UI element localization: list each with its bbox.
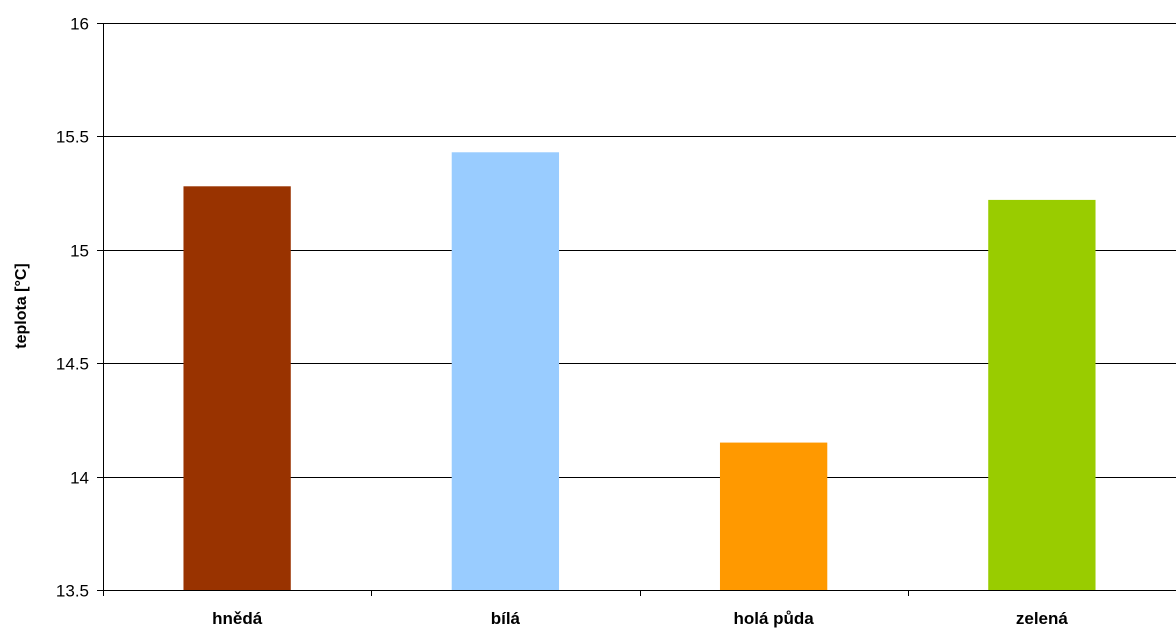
bar (988, 199, 1096, 591)
y-tick-label: 13.5 (56, 582, 89, 601)
x-category-labels: hnědá bílá holá půda zelená (212, 609, 1068, 628)
y-tick-label: 16 (70, 15, 89, 34)
x-category-label: hnědá (212, 609, 263, 628)
bar (719, 442, 828, 590)
bars (183, 152, 1096, 591)
y-tick-label: 15.5 (56, 128, 89, 147)
y-tick-label: 14 (70, 469, 89, 488)
y-axis-title: teplota [°C] (13, 263, 30, 349)
bar (451, 152, 560, 590)
y-tick-label: 15 (70, 242, 89, 261)
x-category-label: holá půda (733, 609, 814, 628)
x-category-label: bílá (491, 609, 521, 628)
bar (183, 186, 291, 590)
y-tick-label: 14.5 (56, 355, 89, 374)
x-category-label: zelená (1016, 609, 1069, 628)
axes (97, 23, 1176, 596)
y-tick-labels: 13.5 14 14.5 15 15.5 16 (56, 15, 89, 601)
